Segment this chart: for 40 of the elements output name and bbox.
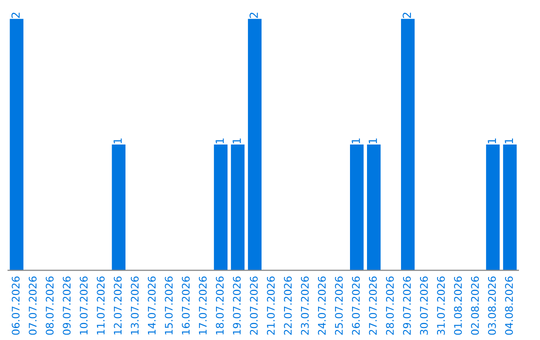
x-tick-label: 10.07.2026 bbox=[80, 276, 88, 334]
data-label: 2 bbox=[402, 12, 411, 18]
x-tick-label: 07.07.2026 bbox=[28, 276, 37, 335]
x-tick-label: 06.07.2026 bbox=[12, 276, 20, 335]
x-tick-label: 27.07.2026 bbox=[368, 276, 377, 335]
x-tick-label: 29.07.2026 bbox=[402, 276, 411, 335]
x-tick-label: 21.07.2026 bbox=[266, 276, 275, 335]
x-tick-label: 19.07.2026 bbox=[232, 276, 241, 334]
x-tick-label: 23.07.2026 bbox=[300, 276, 309, 335]
x-tick-label: 28.07.2026 bbox=[386, 276, 394, 335]
data-label: 1 bbox=[352, 138, 360, 144]
x-tick-label: 09.07.2026 bbox=[62, 276, 71, 335]
data-label: 1 bbox=[488, 138, 496, 144]
x-tick-label: 25.07.2026 bbox=[334, 276, 343, 335]
x-tick-label: 30.07.2026 bbox=[420, 276, 428, 335]
x-tick-label: 02.08.2026 bbox=[471, 276, 479, 335]
x-tick-label: 22.07.2026 bbox=[284, 276, 292, 335]
x-tick-label: 20.07.2026 bbox=[250, 276, 258, 335]
data-label: 1 bbox=[114, 138, 122, 144]
x-tick-label: 04.08.2026 bbox=[505, 276, 513, 335]
x-tick-label: 08.07.2026 bbox=[46, 276, 54, 335]
data-label: 1 bbox=[368, 138, 377, 144]
data-label: 2 bbox=[11, 12, 20, 18]
data-label: 2 bbox=[250, 12, 258, 18]
x-tick-label: 26.07.2026 bbox=[352, 276, 360, 335]
x-tick-label: 12.07.2026 bbox=[114, 276, 122, 334]
x-tick-label: 18.07.2026 bbox=[216, 276, 224, 334]
data-label: 1 bbox=[232, 138, 241, 144]
x-tick-label: 13.07.2026 bbox=[130, 276, 139, 334]
x-tick-label: 01.08.2026 bbox=[454, 276, 462, 335]
x-tick-label: 03.08.2026 bbox=[488, 276, 496, 335]
x-tick-label: 16.07.2026 bbox=[182, 276, 190, 334]
x-tick-label: 24.07.2026 bbox=[318, 276, 326, 335]
data-label: 1 bbox=[504, 138, 513, 144]
data-label: 1 bbox=[216, 138, 224, 144]
x-tick-label: 11.07.2026 bbox=[96, 276, 105, 334]
x-tick-label: 31.07.2026 bbox=[437, 276, 445, 335]
x-tick-label: 15.07.2026 bbox=[164, 276, 173, 334]
x-tick-label: 14.07.2026 bbox=[148, 276, 156, 334]
x-tick-label: 17.07.2026 bbox=[198, 276, 207, 334]
